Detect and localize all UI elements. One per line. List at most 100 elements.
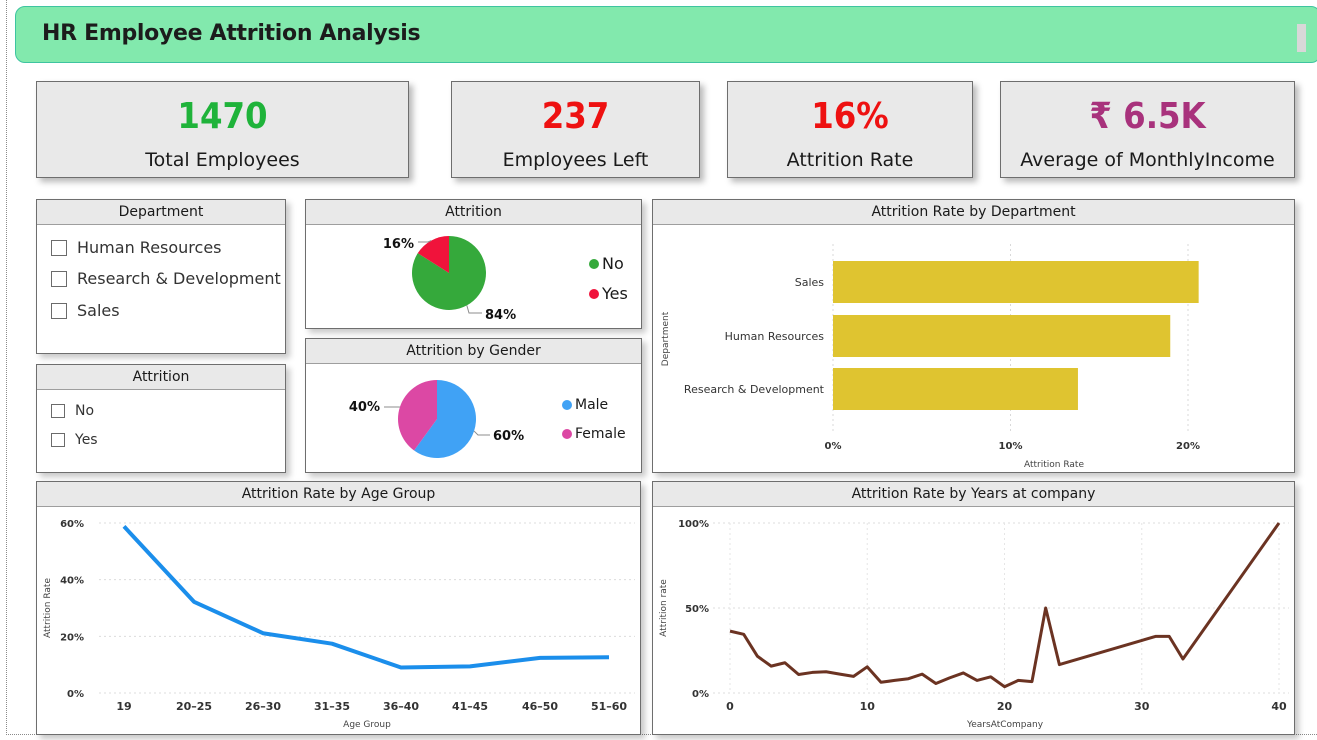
slicer-item-research-development[interactable]: Research & Development <box>51 269 281 288</box>
attrition-slicer: Attrition No Yes <box>36 364 286 473</box>
checkbox[interactable] <box>51 433 65 447</box>
kpi-average-monthly-income: ₹ 6.5K Average of MonthlyIncome <box>1000 81 1295 178</box>
data-label: 60% <box>493 429 524 444</box>
y-axis-title: Attrition Rate <box>43 578 53 638</box>
y-tick-label: 100% <box>678 519 709 530</box>
legend-item-no[interactable]: No <box>589 254 624 273</box>
slicer-title: Attrition <box>37 365 285 390</box>
y-tick-label: Human Resources <box>725 330 825 343</box>
legend-item-female[interactable]: Female <box>562 426 626 442</box>
chart-title: Attrition Rate by Department <box>653 200 1294 225</box>
checkbox[interactable] <box>51 302 67 319</box>
legend-dot <box>589 288 599 299</box>
y-tick-label: Sales <box>795 276 825 289</box>
attrition-pie-chart: 84% 16% <box>383 236 516 323</box>
leader-line <box>466 305 482 314</box>
slicer-item-human-resources[interactable]: Human Resources <box>51 238 222 257</box>
age-group-line-chart: 0% 20% 40% 60% 19 20–25 26–30 31–35 36–40 41–45 46… <box>43 519 635 730</box>
legend-dot <box>562 400 572 410</box>
legend-label: No <box>602 254 624 273</box>
x-tick-label: 19 <box>116 700 131 713</box>
x-tick-label: 20% <box>1176 441 1200 452</box>
age-group-line-card: Attrition Rate by Age Group 0% 20% 40% 60% 1… <box>36 481 641 735</box>
x-tick-label: 20–25 <box>176 700 212 713</box>
legend-label: Female <box>575 426 626 442</box>
slicer-item-yes[interactable]: Yes <box>51 432 98 448</box>
gender-pie-card: Attrition by Gender 60% 40% Male Female <box>305 338 642 473</box>
pie-slice-male <box>414 380 476 458</box>
kpi-value: 16% <box>811 96 889 137</box>
department-slicer: Department Human Resources Research & De… <box>36 199 286 354</box>
header-banner: HR Employee Attrition Analysis <box>15 6 1317 63</box>
y-tick-label: 40% <box>60 576 84 587</box>
kpi-total-employees: 1470 Total Employees <box>36 81 409 178</box>
y-tick-label: 20% <box>60 632 84 643</box>
pie-slice-yes <box>417 236 449 273</box>
data-label: 16% <box>383 237 414 252</box>
slicer-item-label: Research & Development <box>77 269 281 288</box>
scroll-handle[interactable] <box>1297 24 1306 52</box>
years-line-card: Attrition Rate by Years at company 0% 50%… <box>652 481 1295 735</box>
attrition-pie-card: Attrition 84% 16% No Yes <box>305 199 642 329</box>
leader-line <box>473 430 490 436</box>
slicer-item-label: No <box>75 403 95 419</box>
x-axis-title: Age Group <box>343 720 391 730</box>
page-title: HR Employee Attrition Analysis <box>42 21 421 46</box>
x-tick-label: 31–35 <box>314 700 350 713</box>
x-axis-title: YearsAtCompany <box>966 720 1044 730</box>
series-line <box>122 525 610 670</box>
data-label: 84% <box>485 308 516 323</box>
legend-item-yes[interactable]: Yes <box>589 284 628 303</box>
x-tick-label: 36–40 <box>383 700 419 713</box>
x-tick-label: 51–60 <box>591 700 627 713</box>
pie-slice-female <box>398 380 437 451</box>
kpi-value: ₹ 6.5K <box>1089 96 1206 137</box>
series-line <box>729 522 1281 689</box>
chart-title: Attrition <box>306 200 641 225</box>
bar <box>833 261 1199 303</box>
x-tick-label: 10 <box>860 700 876 713</box>
x-tick-label: 40 <box>1271 700 1287 713</box>
kpi-label: Total Employees <box>145 149 300 171</box>
slicer-item-no[interactable]: No <box>51 403 94 419</box>
kpi-employees-left: 237 Employees Left <box>451 81 700 178</box>
y-tick-label: 60% <box>60 519 84 530</box>
y-axis-title: Attrition rate <box>659 579 669 637</box>
legend-dot <box>589 258 599 269</box>
x-tick-label: 10% <box>999 441 1023 452</box>
department-bar-card: Attrition Rate by Department 0% 10% 20% Sal… <box>652 199 1295 473</box>
y-tick-label: 0% <box>692 689 709 700</box>
legend-item-male[interactable]: Male <box>562 397 608 413</box>
kpi-value: 1470 <box>177 96 268 137</box>
kpi-label: Attrition Rate <box>786 149 914 171</box>
bar <box>833 315 1171 357</box>
slicer-item-label: Sales <box>77 301 120 320</box>
legend-label: Male <box>575 397 609 413</box>
gender-pie-chart: 60% 40% <box>349 380 524 458</box>
x-tick-label: 20 <box>997 700 1013 713</box>
x-tick-label: 0% <box>825 441 842 452</box>
x-tick-label: 41–45 <box>452 700 488 713</box>
checkbox[interactable] <box>51 404 65 418</box>
kpi-label: Average of MonthlyIncome <box>1020 149 1275 171</box>
legend-dot <box>562 429 572 439</box>
slicer-title: Department <box>37 200 285 225</box>
y-tick-label: 50% <box>685 604 709 615</box>
checkbox[interactable] <box>51 270 67 287</box>
kpi-attrition-rate: 16% Attrition Rate <box>727 81 973 178</box>
chart-title: Attrition Rate by Years at company <box>653 482 1294 507</box>
bar <box>833 368 1078 410</box>
slicer-item-label: Human Resources <box>77 238 222 257</box>
x-axis-title: Attrition Rate <box>1024 460 1084 470</box>
x-tick-label: 46–50 <box>522 700 558 713</box>
slicer-item-sales[interactable]: Sales <box>51 301 120 320</box>
y-axis-title: Department <box>661 311 671 366</box>
data-label: 40% <box>349 400 380 415</box>
chart-title: Attrition by Gender <box>306 339 641 364</box>
y-tick-label: Research & Development <box>684 383 825 396</box>
checkbox[interactable] <box>51 239 67 256</box>
x-tick-label: 26–30 <box>245 700 281 713</box>
legend-label: Yes <box>602 284 628 303</box>
chart-title: Attrition Rate by Age Group <box>37 482 640 507</box>
kpi-label: Employees Left <box>502 149 649 171</box>
